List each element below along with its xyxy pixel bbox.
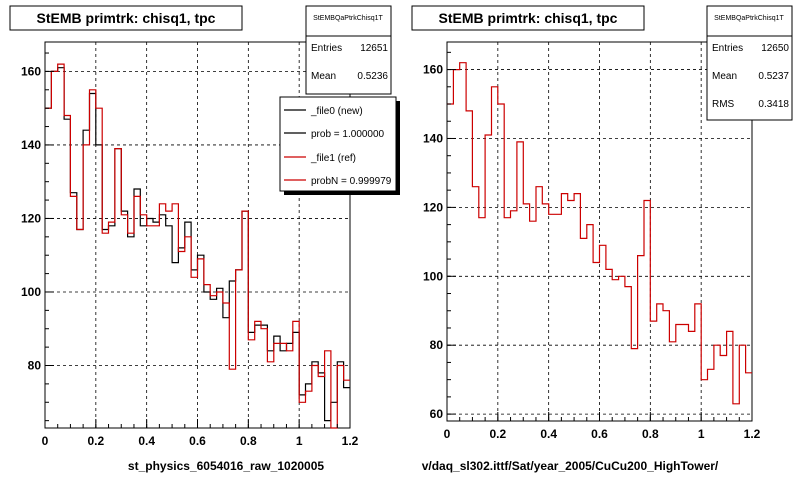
right-x-tick-label: 1: [698, 427, 705, 441]
left-y-tick-label: 160: [21, 64, 41, 78]
right-title-box: [411, 5, 645, 31]
right-stats-rms-label: RMS: [712, 99, 735, 110]
left-axis-ticks: 0 0.2 0.4 0.6 0.8 1 1.2 80 100 120 140 160: [21, 52, 359, 448]
left-series-group: [45, 63, 350, 429]
left-legend-frame: [279, 96, 397, 192]
right-histogram-pad: 0 0.2 0.4 0.6 0.8 1 1.2 60 80 100 120 140 160 StEMB …: [411, 5, 793, 473]
right-y-tick-label: 140: [423, 131, 443, 145]
right-y-tick-label: 160: [423, 63, 443, 77]
left-x-tick-label: 0.8: [240, 434, 257, 448]
right-y-tick-label: 80: [430, 338, 444, 352]
left-x-tick-label: 0: [42, 434, 49, 448]
left-legend: _file0 (new) prob = 1.000000 _file1 (ref…: [279, 96, 400, 195]
left-stats-entries-value: 12651: [360, 43, 388, 54]
left-legend-label-probn: probN = 0.999979: [311, 176, 392, 187]
right-x-tick-label: 1.2: [744, 427, 761, 441]
right-y-tick-label: 100: [423, 269, 443, 283]
left-legend-label-ref: _file1 (ref): [310, 153, 356, 164]
left-legend-label-prob: prob = 1.000000: [311, 129, 385, 140]
left-stats-entries-label: Entries: [311, 43, 342, 54]
right-series-ref: [447, 62, 752, 405]
left-stats-frame: [305, 5, 392, 95]
right-x-tick-label: 0.6: [591, 427, 608, 441]
left-y-tick-label: 80: [28, 359, 42, 373]
left-stats-mean-value: 0.5236: [357, 71, 388, 82]
left-legend-label-new: _file0 (new): [310, 106, 363, 117]
right-x-tick-label: 0.2: [489, 427, 506, 441]
right-stats-frame: [706, 5, 793, 121]
right-stats-entries-value: 12650: [761, 43, 789, 54]
right-series-group: [447, 62, 752, 405]
left-stats-mean-label: Mean: [311, 71, 336, 82]
right-y-tick-label: 120: [423, 200, 443, 214]
right-stats-mean-value: 0.5237: [758, 71, 789, 82]
right-x-tick-label: 0.8: [642, 427, 659, 441]
right-stats-entries-label: Entries: [712, 43, 743, 54]
left-series-ref: [45, 63, 350, 429]
right-stats-box: StEMBQaPtrkChisq1T Entries 12650 Mean 0.…: [706, 5, 793, 121]
left-y-tick-label: 120: [21, 211, 41, 225]
left-stats-box: StEMBQaPtrkChisq1T Entries 12651 Mean 0.…: [305, 5, 392, 95]
left-x-tick-label: 0.6: [189, 434, 206, 448]
left-x-tick-label: 1.2: [342, 434, 359, 448]
right-axis-ticks: 0 0.2 0.4 0.6 0.8 1 1.2 60 80 100 120 140 160: [423, 51, 761, 441]
right-stats-mean-label: Mean: [712, 71, 737, 82]
left-histogram-pad: 0 0.2 0.4 0.6 0.8 1 1.2 80 100 120 140 160 StEMB pr…: [9, 5, 400, 473]
left-x-tick-label: 1: [296, 434, 303, 448]
right-title: StEMB primtrk: chisq1, tpc: [439, 10, 618, 26]
left-title-box: [9, 5, 243, 31]
left-x-tick-label: 0.4: [138, 434, 155, 448]
right-y-tick-label: 60: [430, 407, 444, 421]
right-x-tick-label: 0.4: [540, 427, 557, 441]
left-stats-name: StEMBQaPtrkChisq1T: [313, 15, 383, 22]
left-title: StEMB primtrk: chisq1, tpc: [37, 10, 216, 26]
right-stats-name: StEMBQaPtrkChisq1T: [714, 15, 784, 22]
left-y-tick-label: 100: [21, 285, 41, 299]
left-x-tick-label: 0.2: [87, 434, 104, 448]
left-y-tick-label: 140: [21, 138, 41, 152]
right-x-tick-label: 0: [444, 427, 451, 441]
left-x-axis-label: st_physics_6054016_raw_1020005: [128, 459, 324, 473]
right-x-axis-label: v/daq_sl302.ittf/Sat/year_2005/CuCu200_H…: [422, 459, 719, 473]
right-stats-rms-value: 0.3418: [758, 99, 789, 110]
